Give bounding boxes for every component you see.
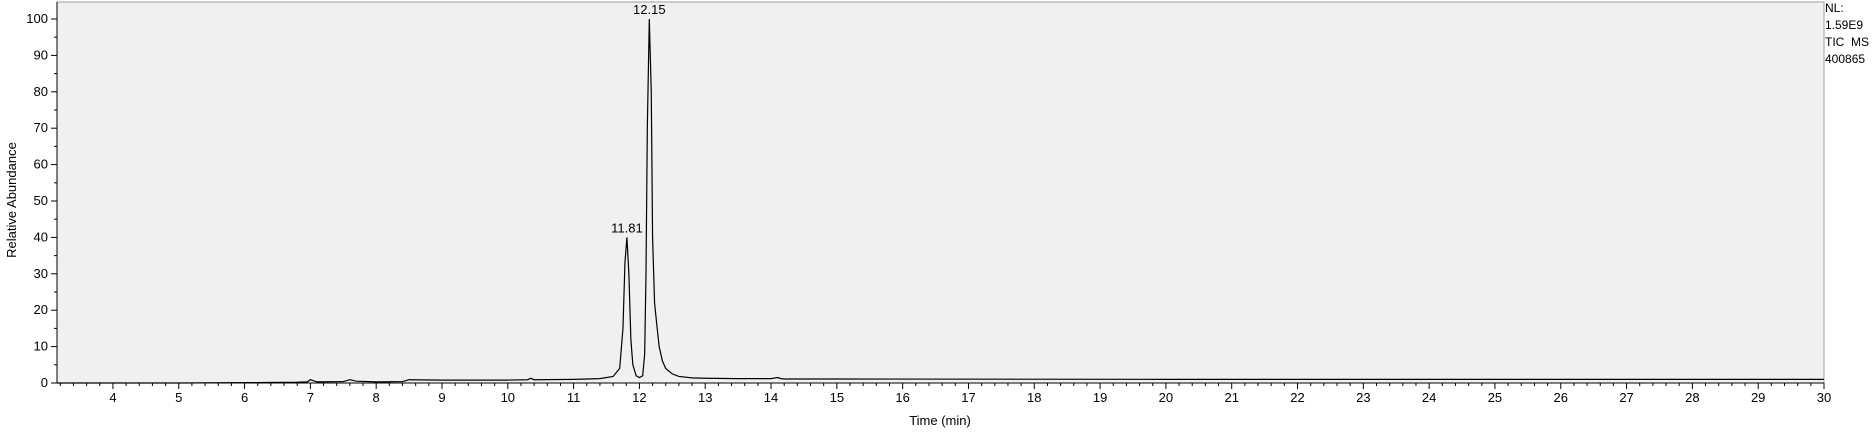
nl-label: NL:	[1825, 1, 1844, 15]
peak-label: 12.15	[633, 2, 666, 17]
x-tick-label: 8	[373, 390, 380, 405]
y-axis-title: Relative Abundance	[4, 142, 19, 258]
y-tick-label: 50	[34, 193, 48, 208]
x-tick-label: 9	[438, 390, 445, 405]
x-tick-label: 19	[1093, 390, 1107, 405]
x-tick-label: 5	[175, 390, 182, 405]
x-tick-label: 16	[895, 390, 909, 405]
y-tick-label: 100	[26, 11, 48, 26]
x-tick-label: 24	[1422, 390, 1436, 405]
x-tick-label: 20	[1159, 390, 1173, 405]
y-tick-label: 10	[34, 339, 48, 354]
tic-trace-line	[57, 18, 1824, 384]
x-tick-label: 18	[1027, 390, 1041, 405]
x-tick-labels: 4 5 6 7 8 9 10 11 12 13 14 15 16 17 18 19 20 21 22 23 24 25 26…	[109, 390, 1831, 405]
peak-labels: 11.81 12.15	[611, 2, 665, 235]
x-tick-label: 15	[830, 390, 844, 405]
y-tick-label: 20	[34, 302, 48, 317]
x-tick-label: 17	[961, 390, 975, 405]
x-tick-label: 27	[1619, 390, 1633, 405]
x-tick-label: 30	[1817, 390, 1831, 405]
x-tick-label: 21	[1224, 390, 1238, 405]
x-tick-label: 10	[501, 390, 515, 405]
x-tick-label: 23	[1356, 390, 1370, 405]
y-tick-labels: 0 10 20 30 40 50 60 70 80 90 100	[26, 11, 48, 390]
y-tick-label: 60	[34, 157, 48, 172]
x-tick-label: 6	[241, 390, 248, 405]
x-tick-label: 4	[109, 390, 116, 405]
x-tick-label: 13	[698, 390, 712, 405]
y-tick-label: 0	[41, 375, 48, 390]
sample-id: 400865	[1825, 52, 1866, 66]
x-axis-title: Time (min)	[909, 413, 971, 428]
peak-label: 11.81	[611, 220, 643, 235]
x-tick-label: 7	[307, 390, 314, 405]
trace-type: TIC MS	[1825, 35, 1869, 49]
y-tick-label: 70	[34, 120, 48, 135]
y-tick-label: 80	[34, 84, 48, 99]
plot-area	[56, 1, 1825, 384]
nl-value: 1.59E9	[1825, 18, 1864, 32]
x-tick-label: 11	[567, 390, 581, 405]
x-tick-label: 12	[632, 390, 646, 405]
x-tick-label: 14	[764, 390, 778, 405]
y-tick-label: 40	[34, 229, 48, 244]
x-tick-label: 28	[1685, 390, 1699, 405]
x-tick-label: 29	[1751, 390, 1765, 405]
y-tick-label: 90	[34, 47, 48, 62]
y-tick-label: 30	[34, 266, 48, 281]
x-tick-label: 25	[1488, 390, 1502, 405]
x-tick-label: 26	[1554, 390, 1568, 405]
x-tick-label: 22	[1290, 390, 1304, 405]
